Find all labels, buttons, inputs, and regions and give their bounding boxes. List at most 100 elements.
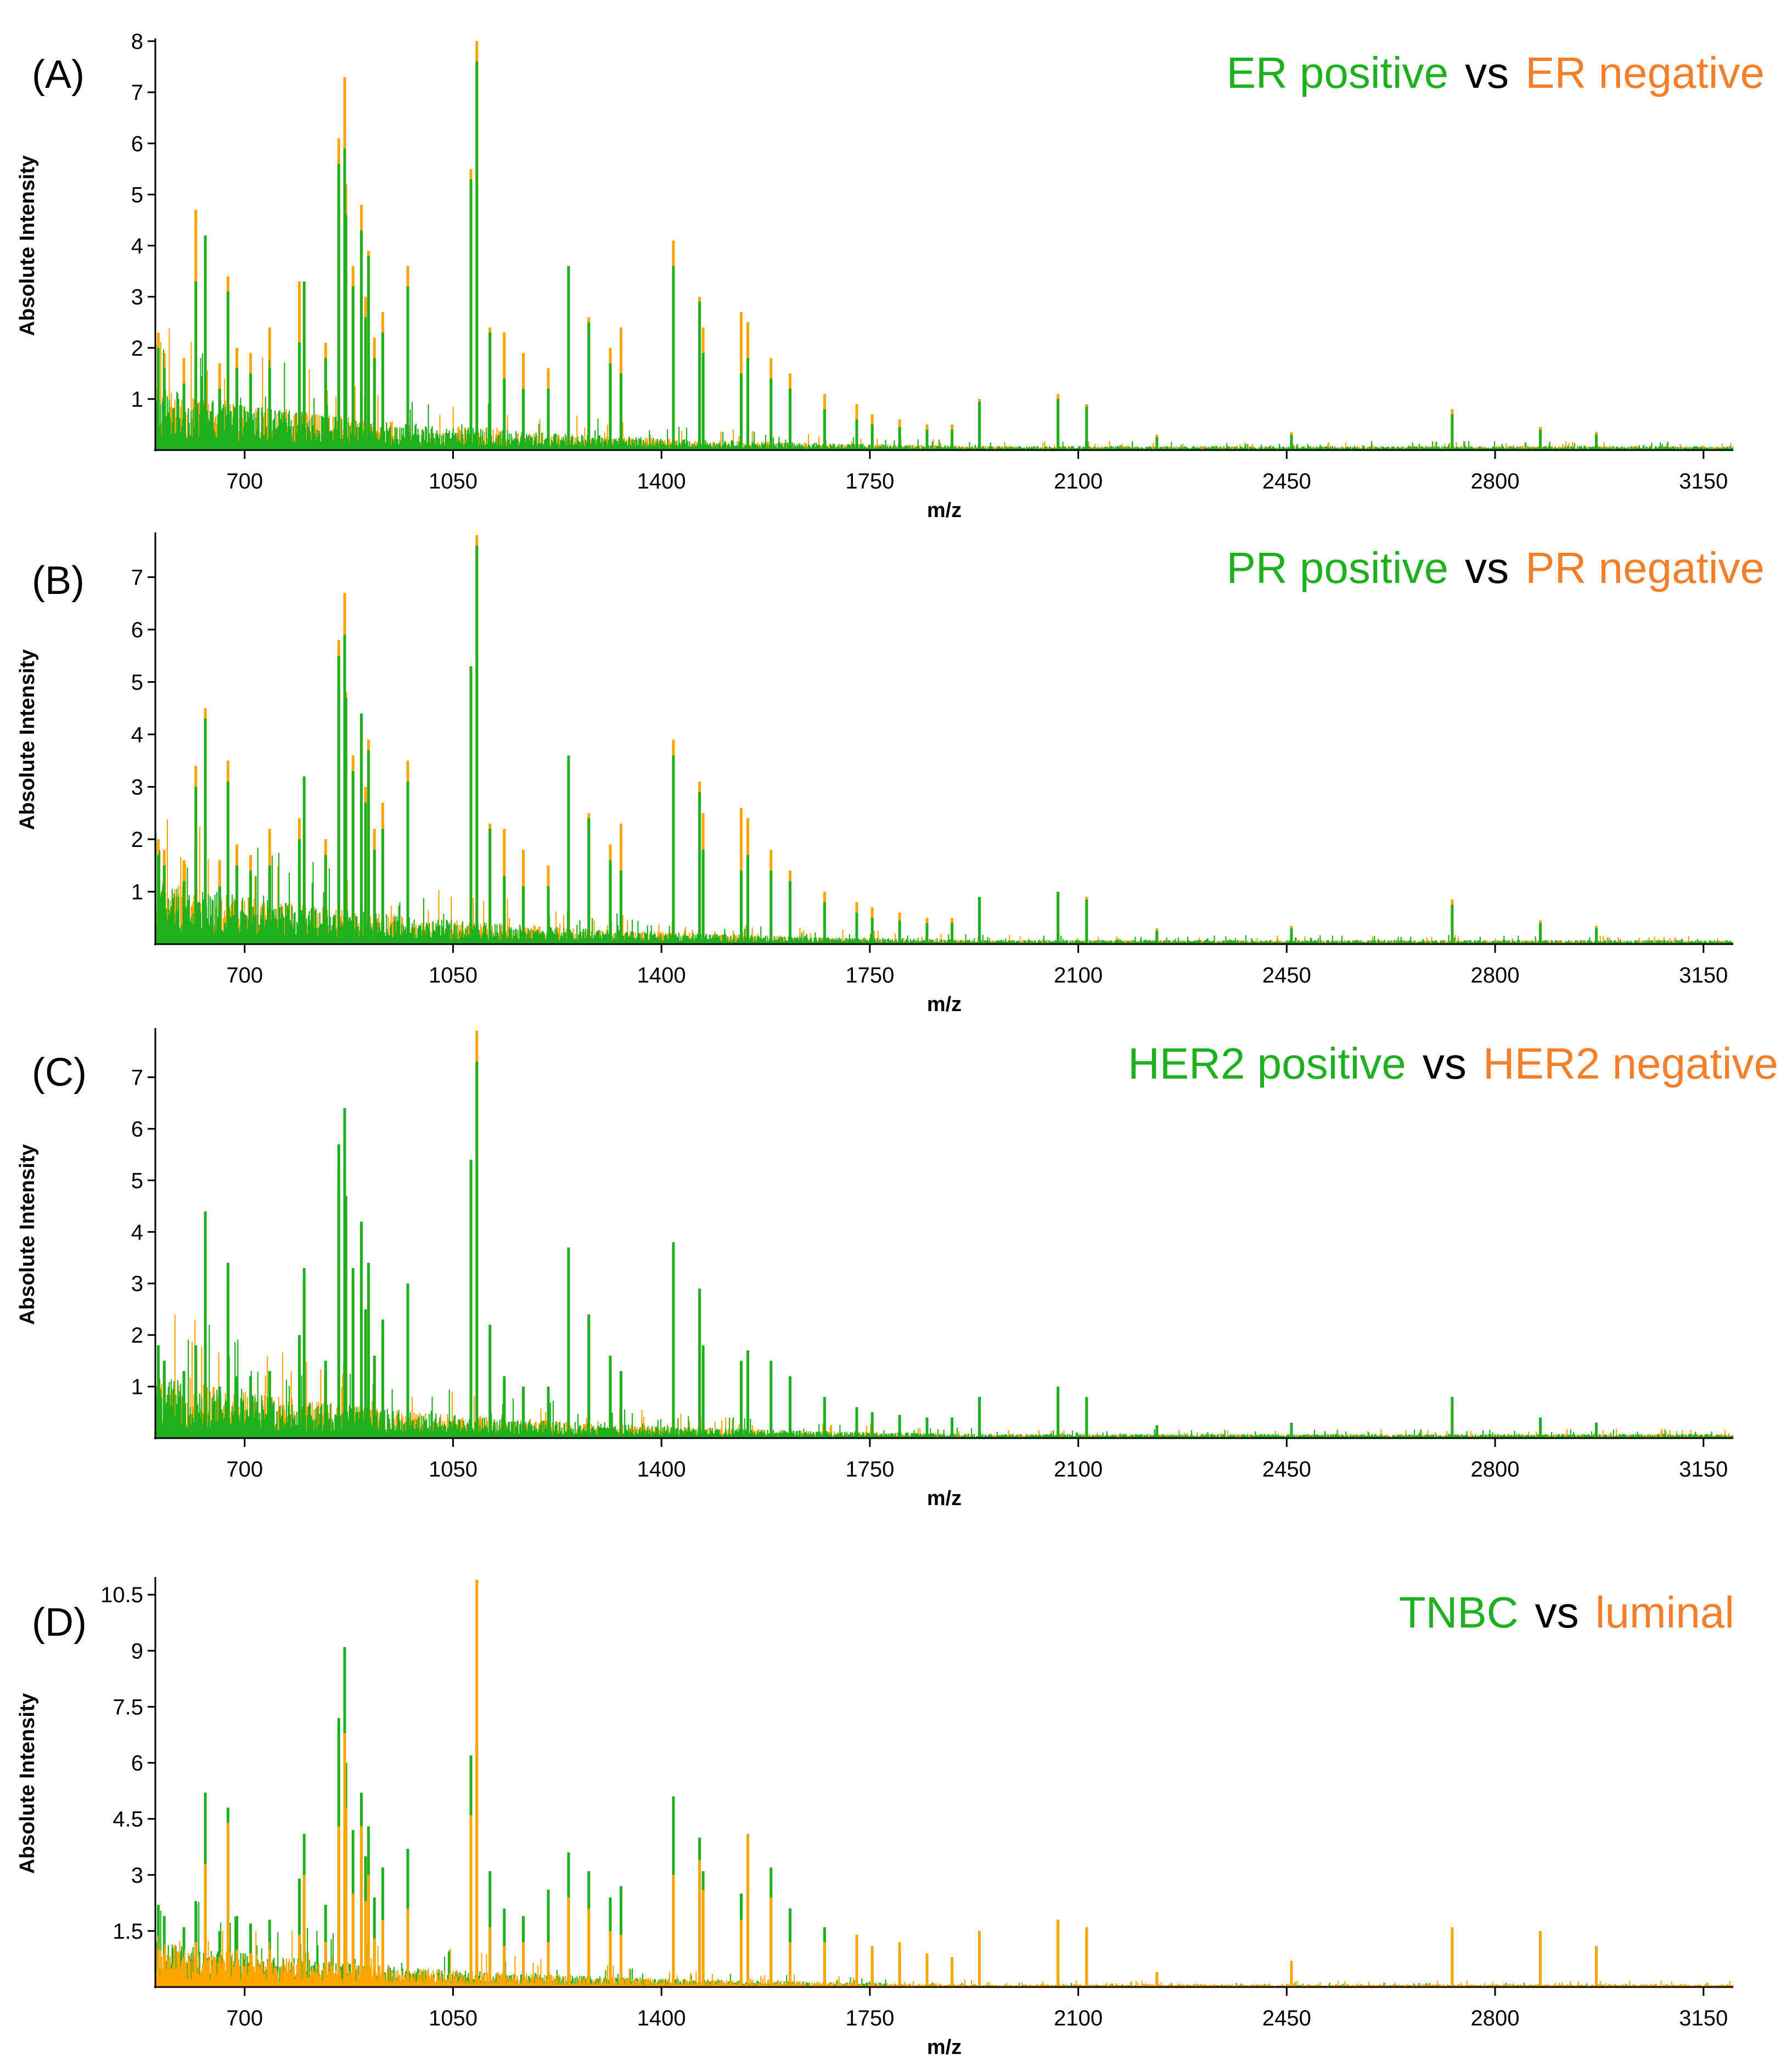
x-tick-label: 2450 [1262,963,1311,987]
x-tick-label: 3150 [1679,1457,1728,1481]
y-tick-label: 8 [131,30,143,54]
x-tick-label: 2100 [1054,963,1103,987]
series-her2-positive [155,1062,1733,1438]
panel-label: (D) [32,1601,87,1645]
y-tick-label: 6 [131,132,143,156]
y-tick-label: 10.5 [100,1583,143,1607]
y-tick-label: 3 [131,285,143,310]
y-tick-label: 7.5 [113,1695,143,1719]
y-tick-label: 4 [131,1220,143,1244]
legend-series-b: HER2 negative [1483,1039,1778,1088]
legend-vs: vs [1423,1039,1467,1088]
y-tick-label: 6 [131,618,143,642]
panel-label: (B) [32,559,85,603]
y-tick-label: 5 [131,1169,143,1193]
legend-series-a: TNBC [1399,1588,1519,1637]
spectrum-panel-b: 1 2 3 4 5 6 7 700 1050 1400 1750 2100 2450 2800 3150 m/… [16,532,1765,1016]
legend-series-b: PR negative [1525,543,1765,592]
spectrum-panel-d: 1.5 3 4.5 6 7.5 9 10.5 700 1050 1400 1750 2100 2450 2… [16,1577,1734,2059]
x-tick-label: 3150 [1679,2006,1728,2030]
legend-vs: vs [1535,1588,1579,1637]
y-tick-label: 6 [131,1752,143,1776]
legend-series-a: ER positive [1227,48,1449,97]
y-axis-label: Absolute Intensity [16,1144,39,1324]
legend: ER positive vs ER negative [1227,48,1765,97]
x-tick-label: 1400 [637,469,686,493]
y-tick-label: 7 [131,565,143,590]
legend: TNBC vs luminal [1399,1588,1734,1637]
y-axis-label: Absolute Intensity [16,155,39,336]
series-pr-negative [155,535,1733,944]
legend-series-a: PR positive [1227,543,1449,592]
x-tick-label: 2800 [1471,963,1520,987]
x-tick-label: 700 [226,2006,263,2030]
y-tick-label: 1 [131,880,143,904]
x-tick-label: 1750 [845,1457,894,1481]
y-tick-label: 2 [131,1323,143,1348]
legend: HER2 positive vs HER2 negative [1128,1039,1778,1088]
x-axis-label: m/z [927,1487,962,1510]
y-tick-label: 4 [131,234,143,259]
y-tick-label: 7 [131,1066,143,1090]
y-tick-label: 4 [131,723,143,747]
x-tick-label: 1750 [845,2006,894,2030]
spectrum-panel-c: 1 2 3 4 5 6 7 700 1050 1400 1750 2100 2450 2800 3150 m/… [16,1028,1778,1510]
x-tick-label: 3150 [1679,469,1728,493]
y-tick-label: 2 [131,828,143,852]
x-tick-label: 2450 [1262,469,1311,493]
y-tick-label: 6 [131,1117,143,1141]
y-axis-label: Absolute Intensity [16,649,39,830]
x-tick-label: 1750 [845,963,894,987]
legend-vs: vs [1465,543,1509,592]
series-her2-negative [155,1031,1733,1438]
y-tick-label: 7 [131,81,143,105]
x-tick-label: 700 [226,469,263,493]
y-tick-label: 3 [131,775,143,799]
x-tick-label: 1400 [637,1457,686,1481]
x-tick-label: 2800 [1471,2006,1520,2030]
x-axis-label: m/z [927,2036,962,2059]
y-tick-label: 1 [131,388,143,412]
y-tick-label: 1 [131,1375,143,1399]
panel-label: (A) [32,53,85,97]
legend-series-b: ER negative [1525,48,1765,97]
y-tick-label: 1.5 [113,1920,143,1944]
series-luminal [155,1580,1733,1987]
x-tick-label: 2100 [1054,469,1103,493]
y-tick-label: 3 [131,1272,143,1296]
legend: PR positive vs PR negative [1227,543,1765,592]
noise-trace [155,1901,1733,1987]
x-tick-label: 1400 [637,2006,686,2030]
x-axis-label: m/z [927,993,962,1016]
x-tick-label: 2450 [1262,2006,1311,2030]
x-tick-label: 700 [226,963,263,987]
x-tick-label: 2450 [1262,1457,1311,1481]
x-tick-label: 700 [226,1457,263,1481]
series-er-negative [155,41,1733,450]
x-tick-label: 1050 [429,2006,478,2030]
x-tick-label: 1050 [429,1457,478,1481]
y-tick-label: 9 [131,1639,143,1663]
x-tick-label: 1750 [845,469,894,493]
x-tick-label: 1050 [429,963,478,987]
x-tick-label: 2100 [1054,2006,1103,2030]
y-tick-label: 2 [131,336,143,361]
panel-label: (C) [32,1051,87,1095]
y-tick-label: 4.5 [113,1808,143,1832]
legend-series-b: luminal [1596,1588,1734,1637]
x-tick-label: 2800 [1471,469,1520,493]
x-axis-label: m/z [927,499,962,522]
y-tick-label: 5 [131,183,143,207]
x-tick-label: 2800 [1471,1457,1520,1481]
legend-series-a: HER2 positive [1128,1039,1406,1088]
series-pr-positive [155,546,1733,944]
legend-vs: vs [1465,48,1509,97]
x-tick-label: 3150 [1679,963,1728,987]
y-tick-label: 3 [131,1864,143,1888]
noise-trace [155,328,1733,450]
y-tick-label: 5 [131,670,143,694]
x-tick-label: 2100 [1054,1457,1103,1481]
noise-trace [155,1324,1733,1438]
series-tnbc [155,1647,1733,1987]
